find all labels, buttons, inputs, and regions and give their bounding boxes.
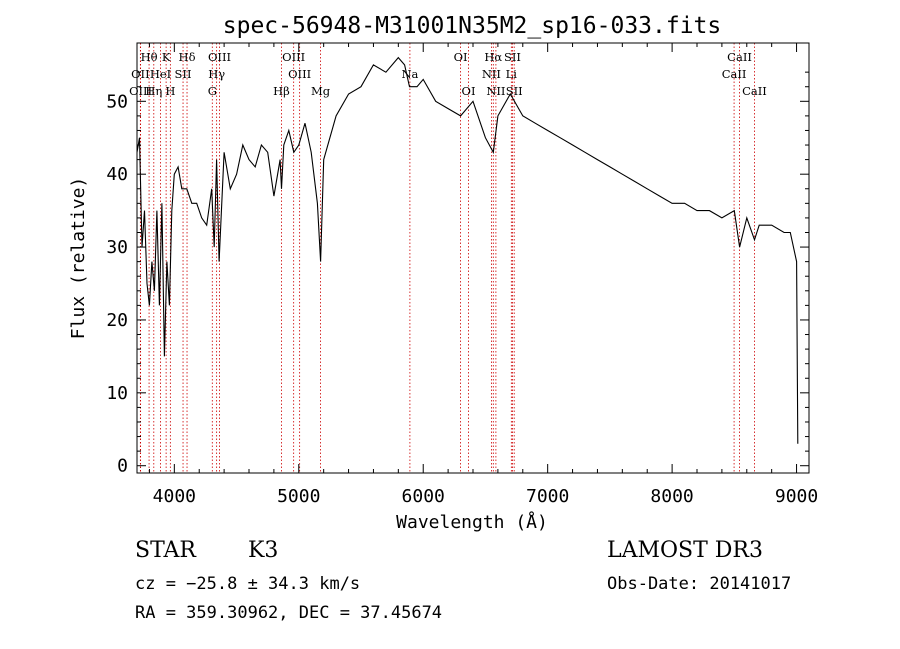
x-tick-label: 7000: [526, 486, 569, 507]
line-label: Hβ: [273, 84, 290, 98]
line-label: Na: [401, 67, 418, 81]
line-label: G: [208, 84, 217, 98]
subclass-label: K3: [248, 538, 279, 563]
x-tick-label: 8000: [650, 486, 693, 507]
line-label: SII: [504, 50, 521, 64]
line-label: OI: [462, 84, 476, 98]
y-tick-label: 40: [106, 164, 128, 185]
x-axis-label: Wavelength (Å): [396, 511, 548, 533]
plot-frame: [136, 42, 810, 474]
line-label: Hδ: [179, 50, 196, 64]
y-axis-ticks: 0 10 20 30 40 50: [106, 71, 809, 477]
x-tick-label: 4000: [153, 486, 196, 507]
line-label: K: [162, 50, 171, 64]
x-tick-label: 9000: [775, 486, 818, 507]
line-markers: [139, 43, 755, 473]
line-label: NII: [486, 84, 505, 98]
line-label: OIII: [282, 50, 305, 64]
line-label: SII: [506, 84, 523, 98]
y-axis-label: Flux (relative): [68, 177, 89, 340]
x-tick-label: 6000: [402, 486, 445, 507]
coordinates-info: RA = 359.30962, DEC = 37.45674: [135, 603, 443, 623]
y-tick-label: 0: [117, 456, 128, 477]
line-label: Hθ: [141, 50, 158, 64]
line-label: NII: [482, 67, 501, 81]
line-label: CaII: [742, 84, 767, 98]
object-class: STAR K3: [135, 538, 278, 563]
line-label: HeI: [150, 67, 171, 81]
line-label: Li: [506, 67, 518, 81]
line-label: Hη: [145, 84, 162, 98]
y-tick-label: 50: [106, 91, 128, 112]
spectrum-line: [136, 56, 799, 444]
line-label: H: [165, 84, 175, 98]
survey-label: LAMOST DR3: [607, 538, 763, 563]
line-label: CaII: [727, 50, 752, 64]
class-label: STAR: [135, 538, 196, 563]
line-label: OI: [454, 50, 468, 64]
y-tick-label: 10: [106, 383, 128, 404]
y-tick-label: 30: [106, 237, 128, 258]
redshift-info: cz = −25.8 ± 34.3 km/s: [135, 574, 361, 594]
obs-date: Obs-Date: 20141017: [607, 574, 792, 594]
line-label: Hα: [484, 50, 502, 64]
x-axis-ticks: 4000 5000 6000 7000 8000 9000: [148, 43, 818, 507]
line-label: OIII: [208, 50, 231, 64]
line-label: Mg: [311, 84, 331, 98]
x-tick-label: 5000: [277, 486, 320, 507]
line-label: SII: [175, 67, 192, 81]
line-label: Hγ: [208, 67, 225, 81]
line-label: OII: [131, 67, 150, 81]
line-label: OIII: [288, 67, 311, 81]
chart-title: spec-56948-M31001N35M2_sp16-033.fits: [223, 13, 722, 39]
y-tick-label: 20: [106, 310, 128, 331]
line-label: CaII: [722, 67, 747, 81]
line-label: OIII: [129, 84, 152, 98]
